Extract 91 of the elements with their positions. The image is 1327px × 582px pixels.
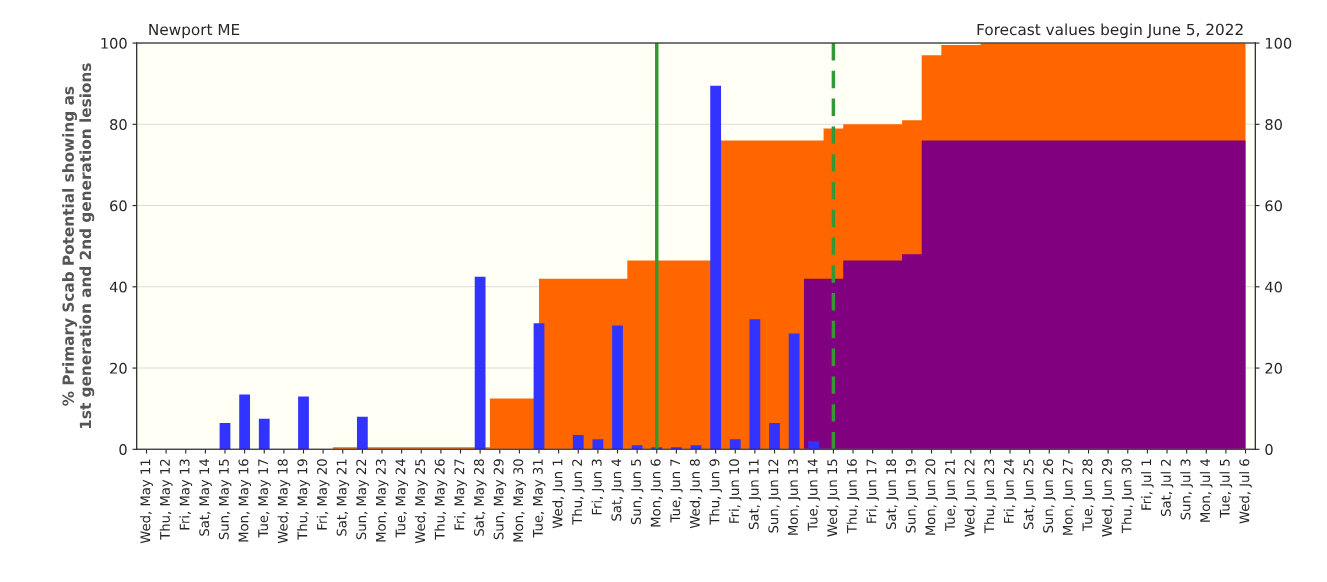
- x-tick-label: Wed, Jun 29: [1101, 459, 1115, 537]
- x-tick-label: Tue, Jun 21: [944, 459, 958, 531]
- y2-tick-label: 60: [1265, 200, 1282, 212]
- bar: [592, 439, 604, 450]
- x-tick-label: Sat, Jun 11: [748, 459, 762, 530]
- x-tick-label: Sun, Jun 19: [905, 459, 919, 533]
- y-tick-label: 40: [109, 281, 127, 293]
- x-tick-label: Tue, Jun 7: [670, 459, 683, 523]
- x-tick-label: Mon, May 23: [375, 459, 389, 542]
- y-tick-label: 0: [119, 444, 127, 456]
- x-tick-label: Mon, Jun 27: [1062, 459, 1076, 535]
- bar: [533, 323, 545, 450]
- y2-tick-label: 80: [1265, 119, 1282, 131]
- bar: [631, 445, 643, 450]
- x-tick-label: Mon, Jun 6: [650, 459, 664, 527]
- x-tick-label: Mon, Jun 20: [925, 459, 938, 535]
- x-tick-label: Wed, Jun 1: [552, 459, 565, 529]
- x-tick-label: Sun, Jun 5: [630, 459, 644, 525]
- x-tick-label: Fri, Jun 10: [728, 459, 742, 523]
- bar: [808, 441, 820, 450]
- x-tick-label: Sat, Jun 4: [611, 459, 624, 521]
- bar: [788, 333, 800, 450]
- x-tick-label: Mon, Jul 4: [1199, 459, 1213, 522]
- bar: [298, 396, 309, 450]
- x-tick-label: Mon, May 16: [238, 459, 252, 542]
- x-tick-label: Wed, Jul 6: [1239, 459, 1252, 524]
- x-tick-label: Sun, Jul 3: [1180, 459, 1193, 520]
- x-tick-label: Thu, May 26: [434, 459, 448, 540]
- x-tick-label: Thu, Jun 30: [1121, 459, 1135, 534]
- x-tick-label: Thu, May 19: [297, 459, 310, 540]
- bar: [769, 422, 780, 450]
- bar: [749, 319, 761, 450]
- y-axis-title: % Primary Scab Potential showing as 1st generation and 2nd generation lesions: [62, 63, 95, 429]
- bar: [690, 445, 702, 450]
- x-tick-label: Fri, Jun 24: [1003, 459, 1017, 523]
- bar: [572, 435, 584, 450]
- text: Newport ME: [149, 23, 240, 39]
- x-tick-label: Sat, Jun 25: [1023, 459, 1036, 530]
- y2-tick-label: 40: [1265, 281, 1282, 293]
- y2-tick-label: 0: [1265, 444, 1273, 456]
- bar: [356, 416, 368, 450]
- bar: [474, 276, 486, 450]
- x-tick-label: Thu, Jun 16: [846, 459, 860, 534]
- bar: [670, 447, 682, 450]
- bar: [239, 394, 251, 450]
- y-tick-label: 100: [101, 37, 127, 49]
- x-tick-label: Fri, May 13: [179, 459, 193, 530]
- x-tick-label: Sat, May 14: [199, 459, 212, 536]
- x-tick-label: Thu, May 12: [159, 459, 173, 540]
- x-tick-label: Sun, May 15: [218, 459, 232, 540]
- x-tick-label: Fri, Jun 17: [866, 459, 879, 523]
- y2-tick-label: 100: [1265, 37, 1292, 49]
- bar: [258, 418, 270, 450]
- y-tick-label: 20: [110, 362, 127, 374]
- x-tick-label: Mon, May 30: [513, 459, 526, 542]
- x-tick-label: Fri, Jun 3: [591, 459, 605, 515]
- x-tick-label: Fri, Jul 1: [1141, 459, 1154, 510]
- y-tick-label: 60: [110, 200, 127, 212]
- x-tick-label: Mon, Jun 13: [787, 459, 801, 535]
- x-tick-label: Sat, Jun 18: [886, 459, 899, 530]
- x-tick-label: Sun, May 22: [356, 459, 369, 540]
- bar: [710, 85, 722, 450]
- x-tick-label: Tue, Jul 5: [1219, 459, 1233, 518]
- x-tick-label: Wed, Jun 15: [827, 459, 840, 537]
- x-tick-label: Tue, May 24: [395, 459, 409, 538]
- x-tick-label: Fri, May 20: [316, 459, 330, 530]
- x-tick-label: Sun, Jun 12: [768, 459, 781, 533]
- y-tick-label: 80: [110, 119, 127, 131]
- bar: [729, 439, 741, 450]
- x-tick-label: Tue, May 17: [258, 459, 271, 538]
- x-tick-label: Sat, May 28: [473, 459, 487, 536]
- x-tick-label: Fri, May 27: [454, 459, 467, 530]
- x-tick-label: Sun, Jun 26: [1043, 459, 1056, 533]
- x-tick-label: Tue, Jun 14: [807, 459, 821, 531]
- x-tick-label: Sun, May 29: [493, 459, 507, 540]
- x-tick-label: Sat, Jul 2: [1160, 459, 1174, 516]
- x-tick-label: Wed, Jun 8: [689, 459, 703, 529]
- x-tick-label: Wed, May 25: [414, 459, 428, 544]
- x-tick-label: Wed, May 18: [277, 459, 291, 544]
- x-tick-label: Thu, Jun 23: [984, 459, 997, 534]
- text: Forecast values begin June 5, 2022: [977, 23, 1243, 39]
- x-tick-label: Thu, Jun 2: [571, 459, 585, 525]
- bar: [219, 422, 231, 450]
- x-tick-label: Thu, Jun 9: [709, 459, 722, 525]
- x-tick-label: Sat, May 21: [336, 459, 350, 536]
- y2-tick-label: 20: [1265, 362, 1282, 374]
- x-tick-label: Tue, May 31: [532, 459, 546, 538]
- x-tick-label: Wed, Jun 22: [964, 459, 978, 537]
- x-tick-label: Tue, Jun 28: [1082, 459, 1095, 531]
- x-tick-label: Wed, May 11: [140, 459, 153, 544]
- bar: [612, 325, 623, 450]
